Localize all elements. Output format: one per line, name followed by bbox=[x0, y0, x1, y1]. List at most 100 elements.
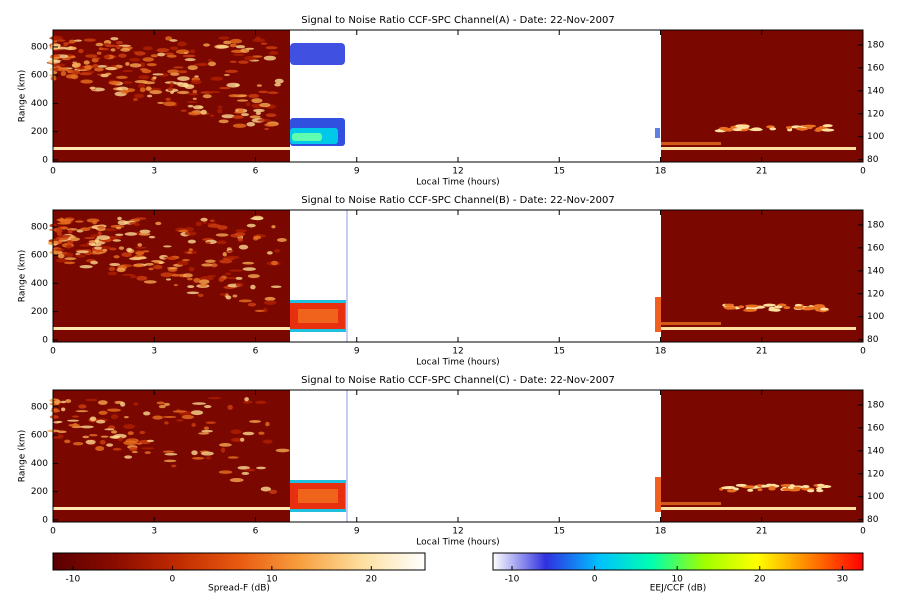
echo bbox=[258, 90, 269, 94]
y-tick-label: 600 bbox=[31, 251, 48, 261]
echo bbox=[201, 429, 213, 433]
echo bbox=[747, 488, 754, 492]
y2-tick-label: 180 bbox=[867, 40, 884, 50]
echo bbox=[124, 232, 138, 236]
x-tick-label: 0 bbox=[860, 527, 866, 537]
echo bbox=[107, 235, 122, 239]
echo bbox=[274, 82, 281, 87]
echo bbox=[806, 126, 813, 130]
echo bbox=[65, 252, 74, 258]
echo bbox=[162, 450, 175, 453]
echo bbox=[60, 226, 68, 230]
echo bbox=[247, 302, 257, 307]
y-tick-label: 0 bbox=[42, 155, 48, 165]
x-axis-label: Local Time (hours) bbox=[416, 178, 499, 188]
echo bbox=[189, 49, 196, 54]
echo bbox=[200, 217, 208, 222]
echo bbox=[210, 262, 218, 268]
echo bbox=[104, 428, 115, 431]
echo bbox=[265, 113, 277, 118]
echo bbox=[135, 251, 145, 256]
y-tick-label: 800 bbox=[31, 402, 48, 412]
echo bbox=[163, 101, 176, 107]
y2-tick-label: 100 bbox=[867, 492, 884, 502]
echo bbox=[218, 119, 229, 124]
echo bbox=[169, 46, 179, 51]
echo bbox=[229, 269, 244, 272]
echo bbox=[122, 81, 133, 84]
echo bbox=[199, 283, 208, 287]
colorbar-tick-label: 0 bbox=[592, 575, 598, 585]
echo bbox=[238, 244, 249, 250]
echo bbox=[142, 250, 150, 253]
echo bbox=[229, 60, 237, 63]
echo bbox=[134, 217, 147, 220]
echo bbox=[177, 90, 190, 95]
x-tick-label: 18 bbox=[655, 527, 667, 537]
echo bbox=[102, 248, 108, 252]
echo bbox=[76, 250, 89, 254]
x-tick-label: 0 bbox=[50, 347, 56, 357]
echo bbox=[52, 63, 58, 68]
echo bbox=[191, 410, 204, 416]
colorbar-tick-label: -10 bbox=[505, 575, 520, 585]
echo bbox=[274, 78, 284, 84]
echo bbox=[171, 464, 177, 468]
echo bbox=[167, 256, 177, 261]
heatmap-texture bbox=[46, 30, 863, 162]
x-tick-label: 6 bbox=[253, 347, 259, 357]
echo bbox=[198, 279, 210, 285]
echo bbox=[78, 404, 87, 409]
echo bbox=[757, 488, 763, 492]
echo bbox=[224, 69, 239, 73]
echo bbox=[195, 221, 202, 227]
echo bbox=[127, 431, 134, 436]
echo bbox=[132, 263, 144, 268]
y2-tick-label: 80 bbox=[867, 515, 879, 525]
echo bbox=[152, 73, 164, 76]
echo bbox=[192, 402, 206, 405]
echo bbox=[138, 75, 150, 80]
echo bbox=[143, 280, 157, 284]
echo bbox=[814, 128, 822, 132]
echo bbox=[228, 94, 239, 98]
echo bbox=[229, 43, 237, 48]
echo bbox=[233, 111, 245, 114]
echo bbox=[131, 451, 139, 454]
echo bbox=[187, 239, 196, 244]
echo bbox=[134, 51, 146, 56]
echo bbox=[205, 421, 217, 424]
echo bbox=[95, 249, 100, 253]
echo bbox=[170, 72, 180, 76]
echo bbox=[724, 303, 735, 307]
echo bbox=[165, 97, 171, 102]
echo bbox=[57, 253, 65, 259]
echo bbox=[63, 261, 76, 265]
echo bbox=[133, 97, 138, 102]
echo bbox=[75, 410, 89, 413]
y-tick-label: 600 bbox=[31, 431, 48, 441]
echo bbox=[221, 114, 235, 119]
echo bbox=[264, 296, 276, 301]
echo bbox=[217, 105, 223, 109]
echo bbox=[158, 405, 166, 409]
echo bbox=[276, 238, 287, 242]
echo bbox=[177, 76, 190, 81]
y2-tick-label: 100 bbox=[867, 312, 884, 322]
echo bbox=[144, 451, 151, 455]
echo bbox=[165, 36, 173, 41]
echo bbox=[85, 439, 96, 445]
echo bbox=[220, 448, 226, 453]
echo bbox=[191, 79, 202, 85]
echo bbox=[55, 258, 68, 263]
echo bbox=[732, 128, 743, 132]
echo bbox=[726, 489, 737, 493]
echo bbox=[173, 81, 184, 85]
colorbar-tick-label: 0 bbox=[169, 575, 175, 585]
echo bbox=[88, 433, 98, 437]
echo bbox=[260, 42, 268, 45]
echo bbox=[133, 402, 139, 406]
echo bbox=[70, 69, 81, 75]
echo bbox=[802, 484, 810, 488]
echo bbox=[172, 410, 187, 413]
